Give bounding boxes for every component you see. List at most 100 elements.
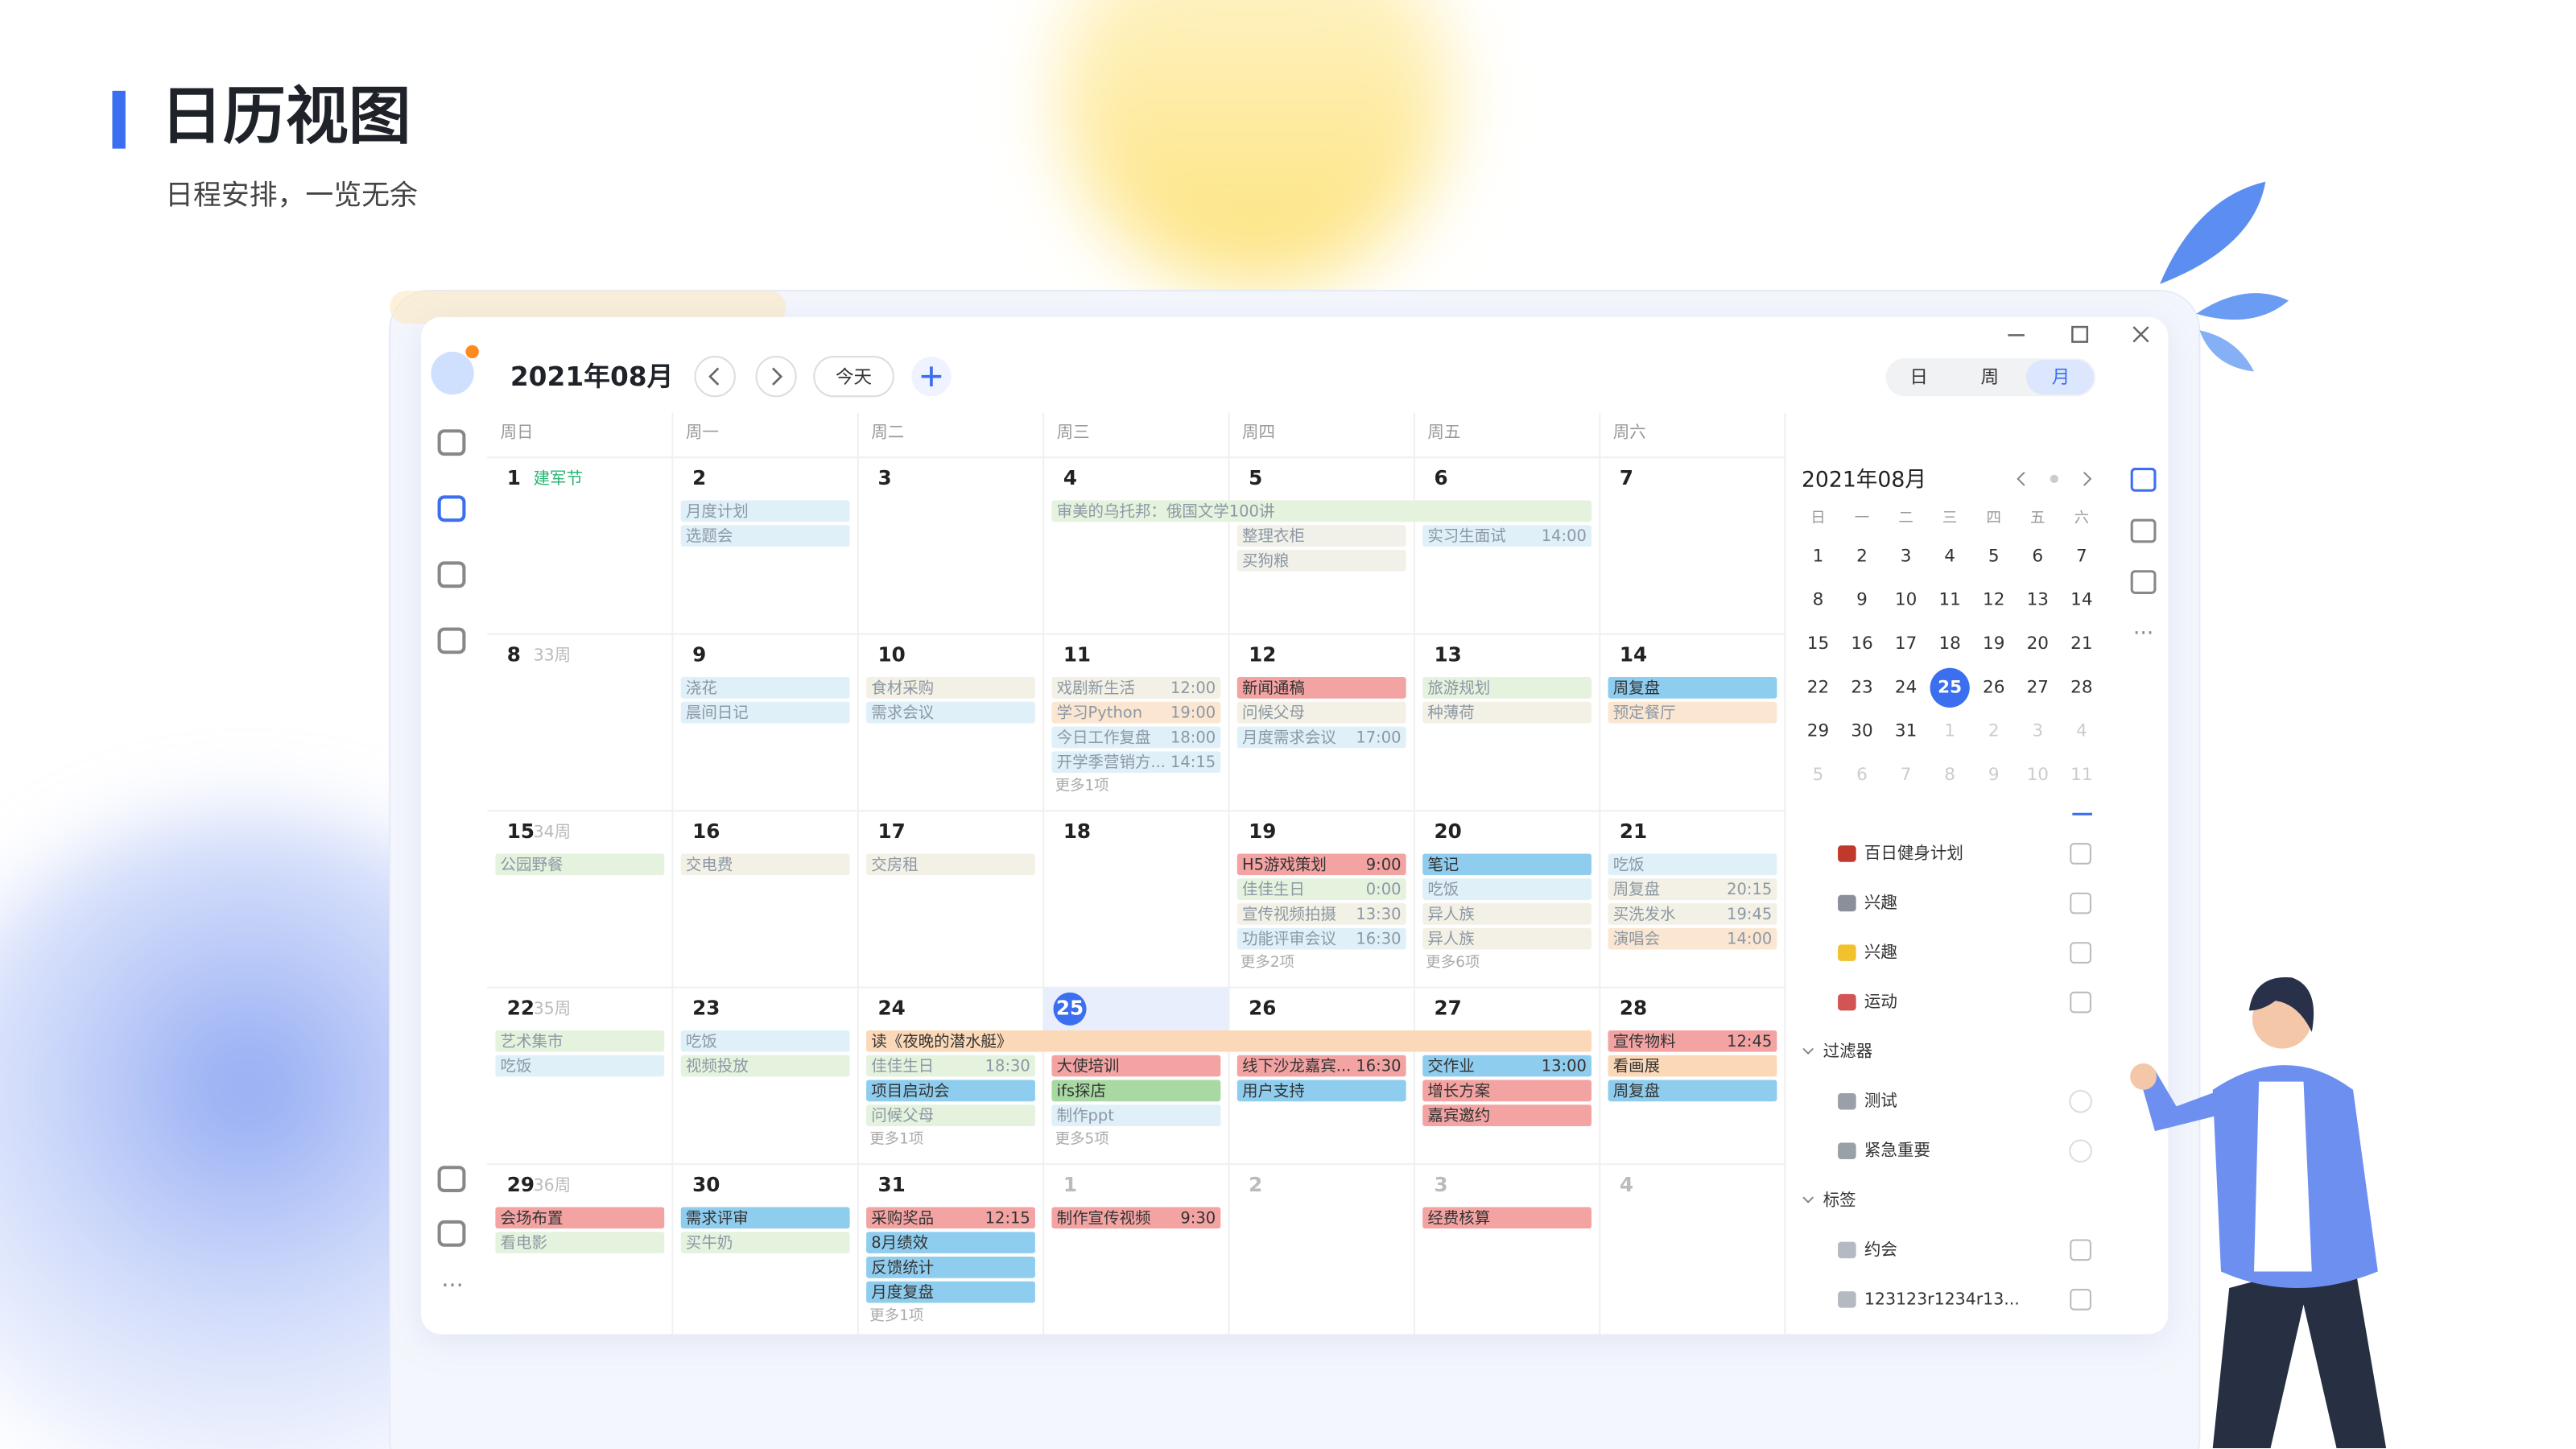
mini-day[interactable]: 15 xyxy=(1807,634,1829,654)
event[interactable] xyxy=(495,1207,665,1229)
mini-day[interactable]: 2 xyxy=(1988,721,2000,741)
more-link[interactable]: 更多6项 xyxy=(1426,954,1480,971)
event[interactable] xyxy=(1608,1080,1777,1102)
mini-day[interactable]: 8 xyxy=(1944,765,1955,785)
mini-day[interactable]: 13 xyxy=(2027,590,2049,610)
event[interactable] xyxy=(495,1055,665,1077)
day-number[interactable]: 3 xyxy=(877,466,891,489)
day-number[interactable]: 4 xyxy=(1620,1173,1633,1196)
day-number[interactable]: 25 xyxy=(1056,996,1084,1019)
mini-day[interactable]: 22 xyxy=(1807,677,1829,697)
mini-day[interactable]: 26 xyxy=(1983,677,2004,697)
mini-day[interactable]: 29 xyxy=(1807,721,1829,741)
event[interactable] xyxy=(1422,677,1592,699)
day-number[interactable]: 14 xyxy=(1620,642,1647,666)
event[interactable] xyxy=(1051,1104,1221,1126)
mini-day[interactable]: 11 xyxy=(1938,590,1960,610)
event[interactable] xyxy=(1051,677,1221,699)
event[interactable] xyxy=(1236,878,1406,900)
mini-day[interactable]: 19 xyxy=(1983,634,2004,654)
day-number[interactable]: 2 xyxy=(692,466,706,489)
day-number[interactable]: 22 xyxy=(507,996,535,1019)
event[interactable] xyxy=(680,1055,850,1077)
mini-nav[interactable] xyxy=(2017,471,2025,486)
event[interactable] xyxy=(1608,1055,1777,1077)
event[interactable] xyxy=(680,677,850,699)
next-button[interactable] xyxy=(755,356,797,398)
event[interactable] xyxy=(1051,751,1221,773)
mini-day[interactable]: 18 xyxy=(1938,634,1960,654)
mini-day[interactable]: 9 xyxy=(1856,590,1868,610)
event[interactable] xyxy=(1051,1207,1221,1229)
nav-icon[interactable] xyxy=(437,1220,466,1247)
event[interactable] xyxy=(1051,500,1592,522)
event[interactable] xyxy=(866,1055,1035,1077)
nav-icon[interactable] xyxy=(437,1166,466,1193)
event[interactable] xyxy=(866,1232,1035,1253)
mini-day[interactable]: 31 xyxy=(1895,721,1917,741)
mini-day[interactable]: 27 xyxy=(2027,677,2049,697)
day-number[interactable]: 1 xyxy=(507,466,521,489)
nav-icon[interactable] xyxy=(437,627,466,654)
close-button[interactable] xyxy=(2132,326,2149,343)
mini-day[interactable]: 3 xyxy=(2032,721,2043,741)
event[interactable] xyxy=(1422,701,1592,724)
event[interactable] xyxy=(1422,1207,1592,1229)
day-number[interactable]: 8 xyxy=(507,642,521,666)
more-link[interactable]: 更多5项 xyxy=(1055,1130,1109,1147)
checkbox[interactable] xyxy=(2070,1289,2091,1311)
event[interactable] xyxy=(1236,677,1406,699)
event[interactable] xyxy=(1422,1104,1592,1126)
mini-day[interactable]: 10 xyxy=(1895,590,1917,610)
event[interactable] xyxy=(866,1030,1592,1052)
mini-day[interactable]: 23 xyxy=(1851,677,1872,697)
event[interactable] xyxy=(1608,701,1777,724)
event[interactable] xyxy=(1422,1055,1592,1077)
day-number[interactable]: 16 xyxy=(692,819,720,843)
side-icon[interactable] xyxy=(2130,570,2157,594)
event[interactable] xyxy=(1422,927,1592,950)
checkbox[interactable] xyxy=(2070,892,2091,914)
event[interactable] xyxy=(866,853,1035,876)
event[interactable] xyxy=(1236,726,1406,749)
event[interactable] xyxy=(1422,1080,1592,1102)
day-number[interactable]: 30 xyxy=(692,1173,720,1196)
event[interactable] xyxy=(866,1207,1035,1229)
mini-nav[interactable] xyxy=(2083,471,2092,486)
mini-day[interactable]: 5 xyxy=(1813,765,1824,785)
more-link[interactable]: 更多1项 xyxy=(869,1130,923,1147)
day-number[interactable]: 13 xyxy=(1435,642,1462,666)
view-tab[interactable]: 日 xyxy=(1909,367,1928,388)
mini-day[interactable]: 6 xyxy=(2032,546,2043,566)
mini-day[interactable]: 1 xyxy=(1813,546,1824,566)
mini-day[interactable]: 2 xyxy=(1856,546,1868,566)
event[interactable] xyxy=(866,1104,1035,1126)
checkbox[interactable] xyxy=(2070,1239,2091,1261)
prev-button[interactable] xyxy=(694,356,736,398)
mini-day[interactable]: 17 xyxy=(1895,634,1917,654)
day-number[interactable]: 19 xyxy=(1249,819,1276,843)
event[interactable] xyxy=(680,1207,850,1229)
event[interactable] xyxy=(1422,525,1592,547)
nav-icon[interactable] xyxy=(437,429,466,456)
day-number[interactable]: 7 xyxy=(1620,466,1633,489)
day-number[interactable]: 11 xyxy=(1063,642,1091,666)
mini-day[interactable]: 16 xyxy=(1851,634,1872,654)
event[interactable] xyxy=(1236,701,1406,724)
event[interactable] xyxy=(1422,878,1592,900)
event[interactable] xyxy=(680,853,850,876)
event[interactable] xyxy=(1236,1080,1406,1102)
mini-day[interactable]: 6 xyxy=(1856,765,1868,785)
day-number[interactable]: 20 xyxy=(1435,819,1462,843)
event[interactable] xyxy=(1608,853,1777,876)
mini-day[interactable]: 28 xyxy=(2070,677,2092,697)
event[interactable] xyxy=(1422,903,1592,925)
nav-icon[interactable] xyxy=(437,495,466,522)
more-link[interactable]: 更多1项 xyxy=(1055,777,1109,794)
event[interactable] xyxy=(1236,853,1406,876)
more-link[interactable]: 更多1项 xyxy=(869,1307,923,1324)
mini-day[interactable]: 7 xyxy=(2076,546,2087,566)
mini-day[interactable]: 8 xyxy=(1813,590,1824,610)
event[interactable] xyxy=(1051,701,1221,724)
checkbox[interactable] xyxy=(2070,942,2091,964)
